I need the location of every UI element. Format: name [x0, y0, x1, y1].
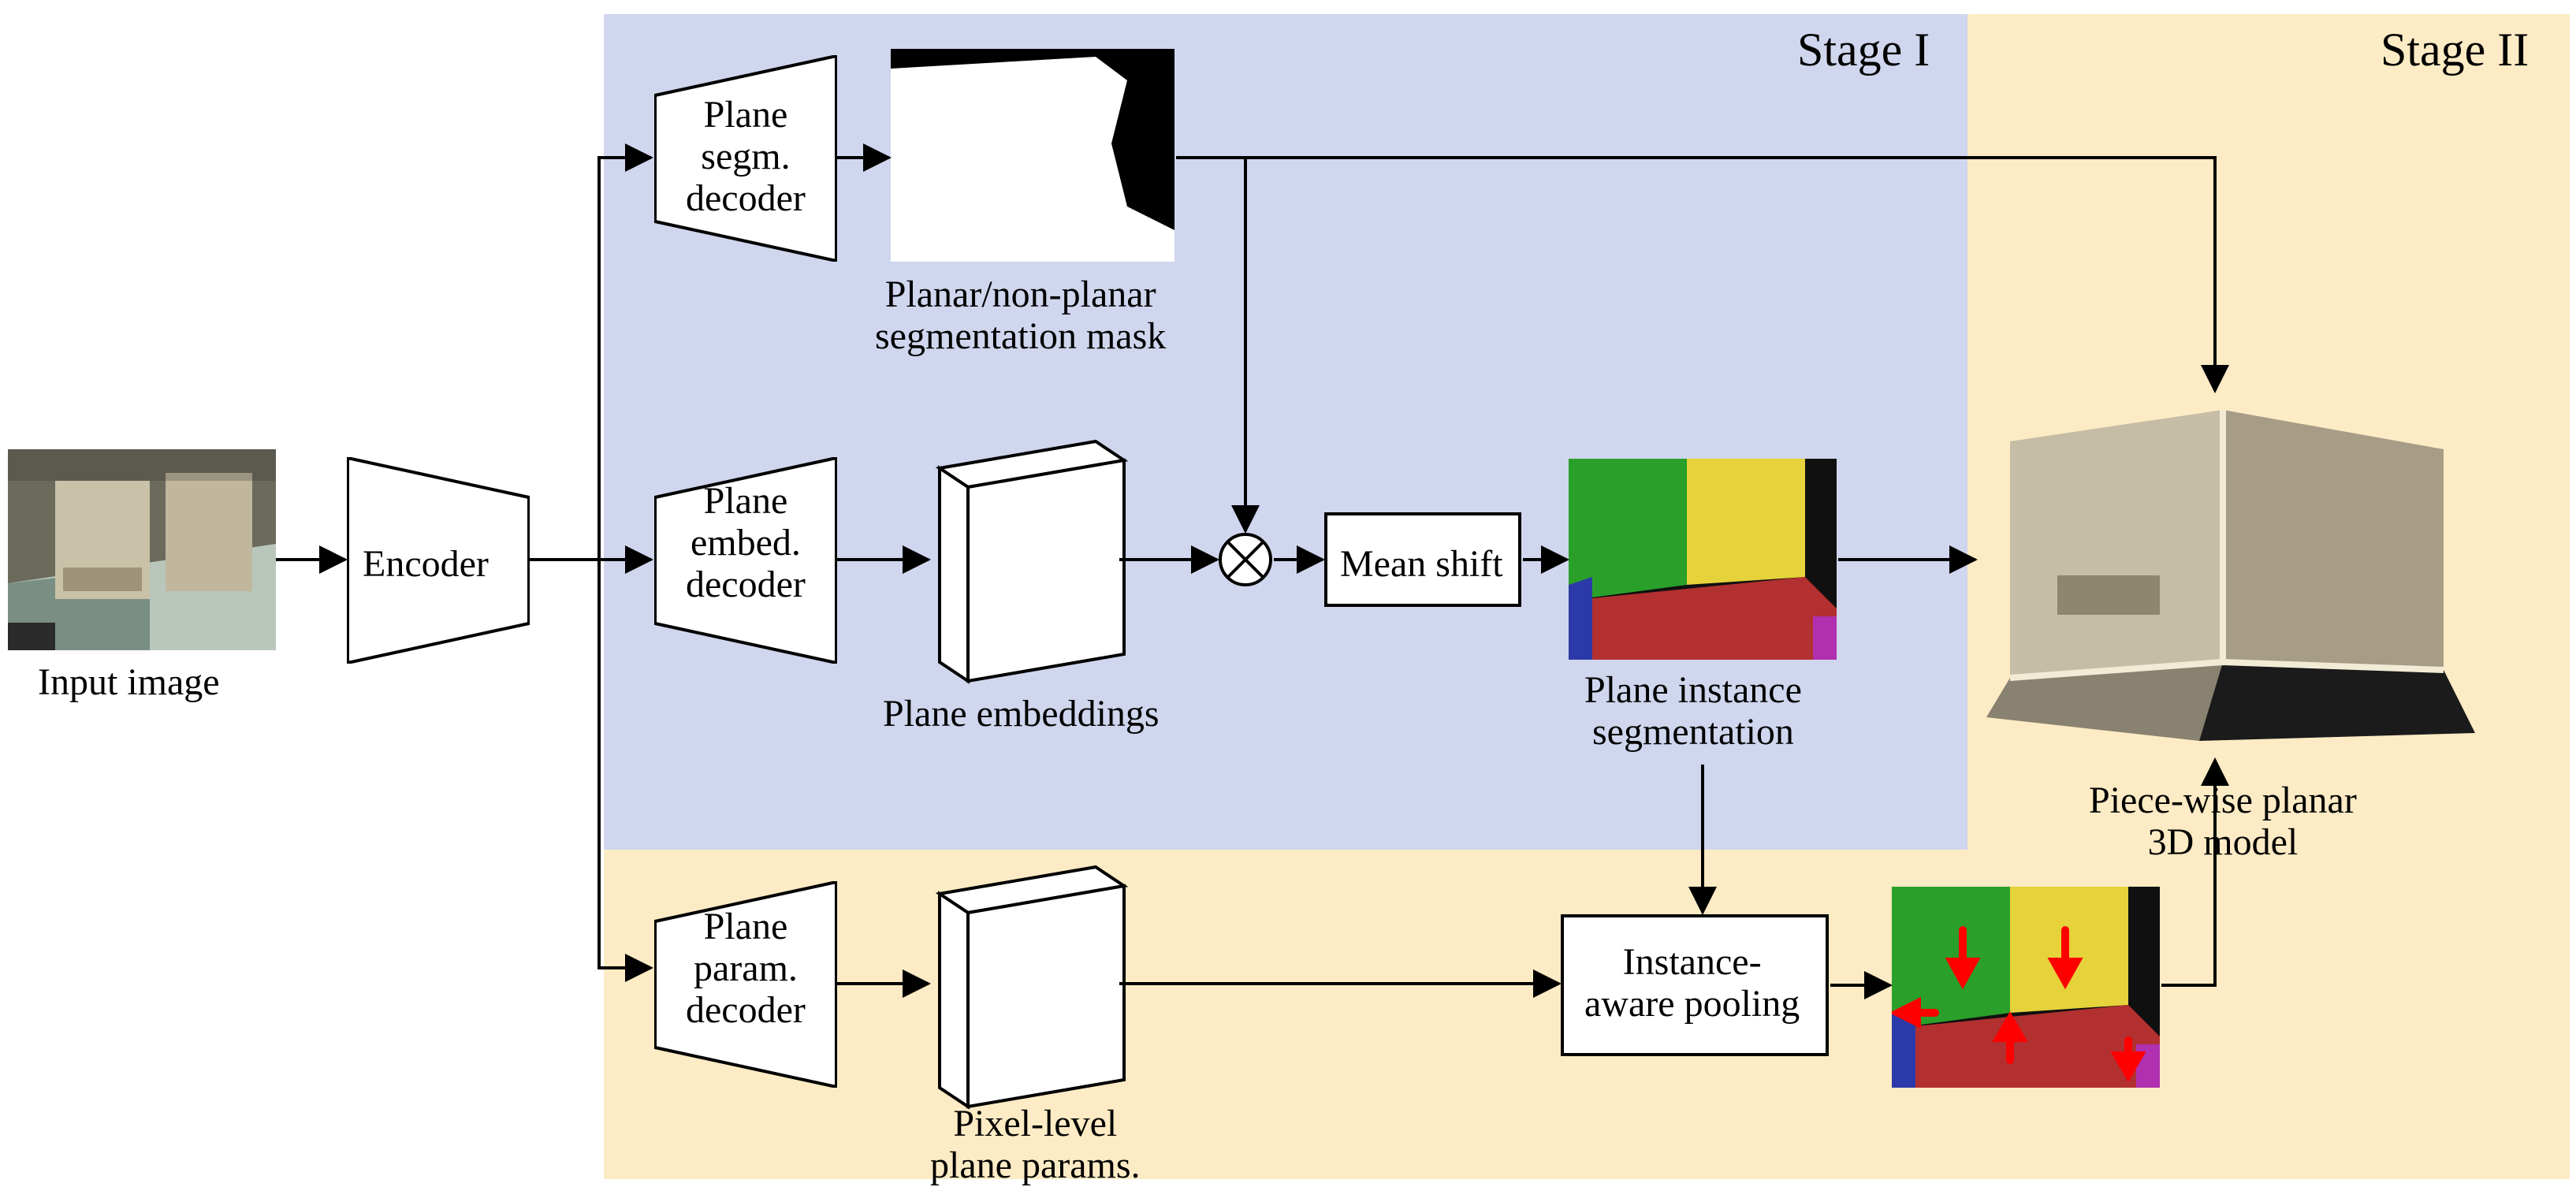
plane-instance-label: Plane instance segmentation [1584, 670, 1802, 754]
stage2-label: Stage II [2381, 24, 2529, 76]
seg-mask-label: Planar/non-planar segmentation mask [875, 274, 1166, 358]
stage1-label: Stage I [1797, 24, 1930, 76]
pixel-params-label: Pixel-level plane params. [930, 1103, 1141, 1187]
decoder-embed-label: Plane embed. decoder [686, 481, 806, 605]
model3d-placeholder [1979, 394, 2483, 757]
decoder-param-label: Plane param. decoder [686, 906, 806, 1031]
encoder-label: Encoder [363, 544, 489, 586]
pooling-label: Instance- aware pooling [1584, 942, 1800, 1025]
model3d-label: Piece-wise planar 3D model [2089, 780, 2357, 864]
mean-shift-label: Mean shift [1340, 544, 1503, 586]
otimes-icon [1217, 531, 1274, 588]
pixel-params-slab [930, 858, 1135, 1110]
input-image-placeholder [8, 449, 276, 650]
plane-normals-placeholder [1892, 887, 2160, 1088]
seg-mask-placeholder [891, 49, 1174, 262]
embeddings-label: Plane embeddings [883, 694, 1160, 735]
embeddings-slab [930, 432, 1135, 684]
decoder-segm-label: Plane segm. decoder [686, 95, 806, 219]
plane-instance-placeholder [1569, 459, 1837, 660]
input-image-label: Input image [38, 662, 220, 704]
